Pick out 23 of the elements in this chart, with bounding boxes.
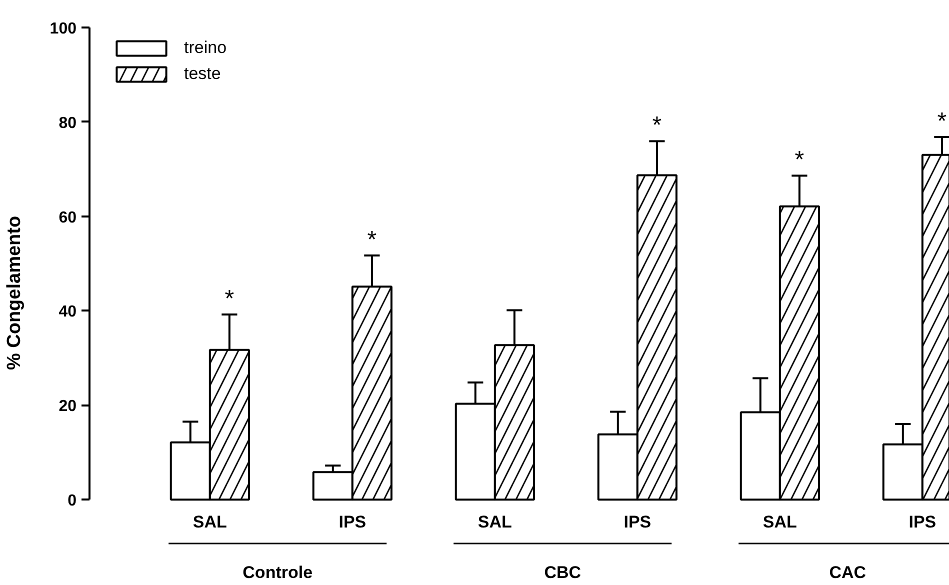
y-tick-label: 100 — [50, 20, 77, 38]
x-tick-label: SAL — [192, 512, 227, 532]
data-label: * — [794, 146, 804, 174]
text: CBC — [544, 562, 582, 582]
y-axis-title: % Congelamento — [4, 216, 25, 370]
y-tick-label: 0 — [68, 492, 77, 510]
x-tick-label: IPS — [338, 512, 366, 532]
data-label: * — [224, 285, 234, 312]
data-label: * — [937, 108, 947, 135]
y-tick-label: 80 — [58, 114, 77, 132]
data-label: * — [367, 226, 377, 254]
y-tick-label: 40 — [58, 304, 77, 321]
x-tick-label: IPS — [908, 512, 936, 532]
data-label: * — [652, 112, 662, 140]
text: CAC — [829, 562, 866, 582]
x-tick-label: SAL — [478, 512, 512, 532]
y-tick-label: 60 — [58, 209, 77, 226]
y-tick-label: 20 — [58, 398, 77, 416]
x-tick-label: IPS — [624, 512, 652, 532]
text: Controle — [242, 562, 313, 582]
x-tick-label: SAL — [762, 512, 797, 532]
legend-label: treino — [184, 38, 227, 58]
legend-label: teste — [184, 64, 221, 84]
